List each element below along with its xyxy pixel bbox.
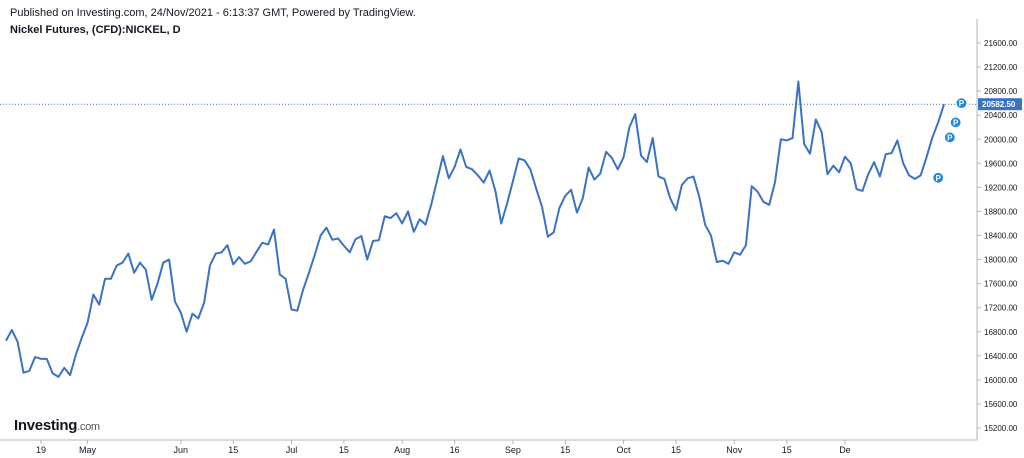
y-tick-label: 15200.00: [984, 424, 1018, 433]
y-tick-label: 20400.00: [984, 111, 1018, 120]
symbol-title: Nickel Futures, (CFD):NICKEL, D: [10, 24, 181, 36]
y-tick-label: 15600.00: [984, 400, 1018, 409]
last-price-badge-label: 20582.50: [982, 100, 1016, 109]
x-tick-label: Jun: [174, 445, 189, 455]
y-tick-label: 20800.00: [984, 87, 1018, 96]
x-tick-label: 15: [560, 445, 570, 455]
x-tick-label: Jul: [286, 445, 298, 455]
y-tick-label: 17200.00: [984, 304, 1018, 313]
p-marker: P: [943, 131, 956, 144]
x-tick-label: Sep: [505, 445, 521, 455]
p-marker: P: [949, 116, 962, 129]
x-axis: 19 May Jun 15 Jul 15 Aug 16 Sep 15 Oct 15 Nov 15 De: [0, 439, 977, 455]
y-tick-label: 18800.00: [984, 207, 1018, 216]
last-price-badge-bg: [978, 98, 1022, 111]
y-tick-label: 16800.00: [984, 328, 1018, 337]
x-tick-label: 15: [228, 445, 238, 455]
y-tick-label: 18400.00: [984, 232, 1018, 241]
p-marker-circle: [943, 131, 956, 144]
y-tick-label: 16400.00: [984, 352, 1018, 361]
x-tick-label: 15: [339, 445, 349, 455]
x-tick-label: 15: [782, 445, 792, 455]
p-marker-label: P: [947, 133, 953, 142]
y-tick-label: 21200.00: [984, 63, 1018, 72]
x-tick-label: De: [839, 445, 851, 455]
y-tick-label: 19200.00: [984, 183, 1018, 192]
published-note: Published on Investing.com, 24/Nov/2021 …: [10, 7, 416, 19]
p-marker-label: P: [936, 174, 942, 183]
p-marker-circle: [932, 171, 945, 184]
p-marker-circle: [955, 97, 968, 110]
x-tick-label: Aug: [394, 445, 410, 455]
y-axis: 15200.00 15600.00 16000.00 16400.00 16800.00…: [976, 19, 1022, 440]
p-marker-label: P: [953, 118, 959, 127]
y-tick-label: 16000.00: [984, 376, 1018, 385]
p-marker: P: [955, 97, 968, 110]
logo-suffix: .com: [77, 421, 100, 433]
p-marker: P: [932, 171, 945, 184]
p-marker-label: P: [959, 99, 965, 108]
x-tick-label: 19: [36, 445, 46, 455]
logo-main: Investing: [14, 417, 78, 434]
y-tick-label: 19600.00: [984, 159, 1018, 168]
x-tick-label: 15: [671, 445, 681, 455]
p-marker-circle: [949, 116, 962, 129]
x-tick-label: May: [79, 445, 97, 455]
y-tick-label: 18000.00: [984, 256, 1018, 265]
x-tick-label: Oct: [617, 445, 632, 455]
last-price-badge: 20582.50: [978, 98, 1022, 111]
price-series-line: [5, 80, 945, 378]
y-tick-label: 20000.00: [984, 135, 1018, 144]
x-tick-label: Nov: [726, 445, 743, 455]
y-tick-label: 17600.00: [984, 280, 1018, 289]
x-tick-label: 16: [450, 445, 460, 455]
investing-logo: Investing.com: [14, 417, 100, 434]
y-tick-label: 21600.00: [984, 39, 1018, 48]
